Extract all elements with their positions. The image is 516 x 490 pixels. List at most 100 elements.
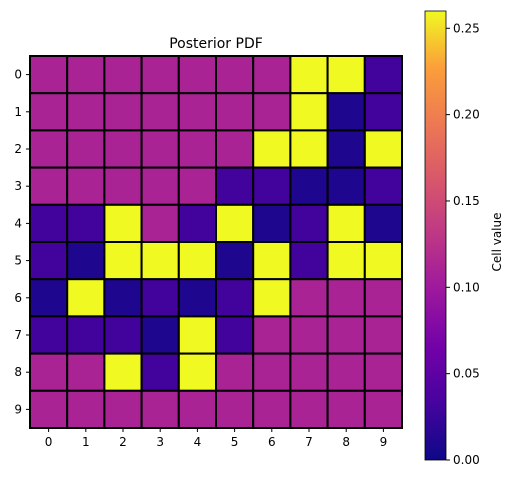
heatmap-cell-r8-c5 xyxy=(215,352,255,392)
heatmap-cell-r4-c8 xyxy=(326,203,366,244)
heatmap-cell-r5-c9 xyxy=(363,241,403,281)
heatmap-cell-r0-c1 xyxy=(66,55,106,95)
heatmap-cell-r8-c1 xyxy=(66,352,106,392)
heatmap-cell-r9-c6 xyxy=(252,389,292,429)
heatmap-cell-r6-c8 xyxy=(326,278,366,318)
x-tick-label: 5 xyxy=(231,435,239,449)
heatmap-cell-r3-c4 xyxy=(177,166,218,206)
heatmap-cell-r6-c3 xyxy=(140,278,180,318)
heatmap-cell-r1-c5 xyxy=(215,92,255,132)
heatmap-cell-r5-c6 xyxy=(252,241,292,281)
heatmap-cell-r6-c1 xyxy=(66,278,106,318)
heatmap-cell-r5-c2 xyxy=(103,241,143,281)
heatmap-cell-r8-c8 xyxy=(326,352,366,392)
heatmap-cell-r0-c6 xyxy=(252,55,292,95)
heatmap-cell-r9-c4 xyxy=(177,389,218,429)
heatmap-cell-r3-c0 xyxy=(29,166,69,206)
heatmap-cell-r9-c1 xyxy=(66,389,106,429)
x-tick-label: 0 xyxy=(45,435,53,449)
heatmap-cell-r2-c1 xyxy=(66,129,106,169)
heatmap-cell-r9-c2 xyxy=(103,389,143,429)
x-tick-label: 9 xyxy=(380,435,388,449)
heatmap-cell-r4-c1 xyxy=(66,203,106,244)
heatmap-cell-r0-c4 xyxy=(177,55,218,95)
colorbar-label: Cell value xyxy=(490,212,504,271)
heatmap-cell-r1-c4 xyxy=(177,92,218,132)
heatmap-cell-r4-c6 xyxy=(252,203,292,244)
heatmap-cell-r1-c8 xyxy=(326,92,366,132)
heatmap-cell-r6-c2 xyxy=(103,278,143,318)
heatmap-cell-r6-c7 xyxy=(289,278,329,318)
heatmap-cell-r0-c2 xyxy=(103,55,143,95)
heatmap-cell-r6-c4 xyxy=(177,278,218,318)
heatmap-cell-r4-c9 xyxy=(363,203,403,244)
heatmap-cell-r7-c6 xyxy=(252,315,292,355)
colorbar-tick-label: 0.25 xyxy=(453,21,480,35)
heatmap-cell-r7-c3 xyxy=(140,315,180,355)
y-axis: 0 1 2 3 4 5 6 7 8 9 xyxy=(14,68,30,416)
y-tick-label: 6 xyxy=(14,291,22,305)
heatmap-cell-r3-c2 xyxy=(103,166,143,206)
heatmap-cell-r3-c1 xyxy=(66,166,106,206)
colorbar-ticks: 0.00 0.05 0.10 0.15 0.20 0.25 xyxy=(446,21,480,467)
heatmap-cell-r7-c8 xyxy=(326,315,366,355)
heatmap-cell-r7-c1 xyxy=(66,315,106,355)
heatmap-cell-r3-c5 xyxy=(215,166,255,206)
heatmap-cells xyxy=(29,55,403,429)
colorbar-tick-label: 0.05 xyxy=(453,367,480,381)
colorbar-gradient xyxy=(424,10,447,461)
heatmap-cell-r0-c8 xyxy=(326,55,366,95)
heatmap-cell-r7-c5 xyxy=(215,315,255,355)
heatmap-cell-r2-c7 xyxy=(289,129,329,169)
heatmap-cell-r0-c9 xyxy=(363,55,403,95)
heatmap-cell-r3-c3 xyxy=(140,166,180,206)
heatmap-cell-r2-c0 xyxy=(29,129,69,169)
heatmap-cell-r4-c5 xyxy=(215,203,255,244)
heatmap-cell-r7-c9 xyxy=(363,315,403,355)
heatmap-cell-r3-c6 xyxy=(252,166,292,206)
heatmap-cell-r5-c3 xyxy=(140,241,180,281)
colorbar: 0.00 0.05 0.10 0.15 0.20 0.25 Cell value xyxy=(424,10,504,467)
heatmap-cell-r3-c7 xyxy=(289,166,329,206)
heatmap-cell-r8-c3 xyxy=(140,352,180,392)
heatmap-cell-r6-c9 xyxy=(363,278,403,318)
heatmap-cell-r2-c4 xyxy=(177,129,218,169)
y-tick-label: 3 xyxy=(14,179,22,193)
x-tick-label: 8 xyxy=(342,435,350,449)
colorbar-tick-label: 0.20 xyxy=(453,108,480,122)
colorbar-tick-label: 0.10 xyxy=(453,280,480,294)
heatmap-cell-r4-c4 xyxy=(177,203,218,244)
heatmap-cell-r5-c4 xyxy=(177,241,218,281)
x-tick-label: 1 xyxy=(82,435,90,449)
heatmap-cell-r9-c3 xyxy=(140,389,180,429)
heatmap-cell-r9-c5 xyxy=(215,389,255,429)
heatmap-cell-r9-c8 xyxy=(326,389,366,429)
x-tick-label: 6 xyxy=(268,435,276,449)
y-tick-label: 1 xyxy=(14,105,22,119)
heatmap-cell-r7-c2 xyxy=(103,315,143,355)
y-tick-label: 2 xyxy=(14,142,22,156)
x-tick-label: 3 xyxy=(156,435,164,449)
heatmap-cell-r0-c3 xyxy=(140,55,180,95)
heatmap-cell-r9-c7 xyxy=(289,389,329,429)
y-tick-label: 0 xyxy=(14,68,22,82)
heatmap-cell-r4-c3 xyxy=(140,203,180,244)
heatmap-cell-r2-c8 xyxy=(326,129,366,169)
heatmap-cell-r8-c7 xyxy=(289,352,329,392)
heatmap-cell-r1-c9 xyxy=(363,92,403,132)
heatmap-cell-r6-c0 xyxy=(29,278,69,318)
heatmap-cell-r1-c7 xyxy=(289,92,329,132)
heatmap-cell-r7-c4 xyxy=(177,315,218,355)
y-tick-label: 7 xyxy=(14,328,22,342)
heatmap-cell-r8-c2 xyxy=(103,352,143,392)
heatmap-cell-r4-c0 xyxy=(29,203,69,244)
heatmap-cell-r9-c0 xyxy=(29,389,69,429)
y-tick-label: 8 xyxy=(14,365,22,379)
x-tick-label: 2 xyxy=(119,435,127,449)
heatmap-cell-r1-c6 xyxy=(252,92,292,132)
y-tick-label: 4 xyxy=(14,216,22,230)
heatmap-cell-r0-c0 xyxy=(29,55,69,95)
heatmap-cell-r6-c5 xyxy=(215,278,255,318)
heatmap-cell-r0-c5 xyxy=(215,55,255,95)
